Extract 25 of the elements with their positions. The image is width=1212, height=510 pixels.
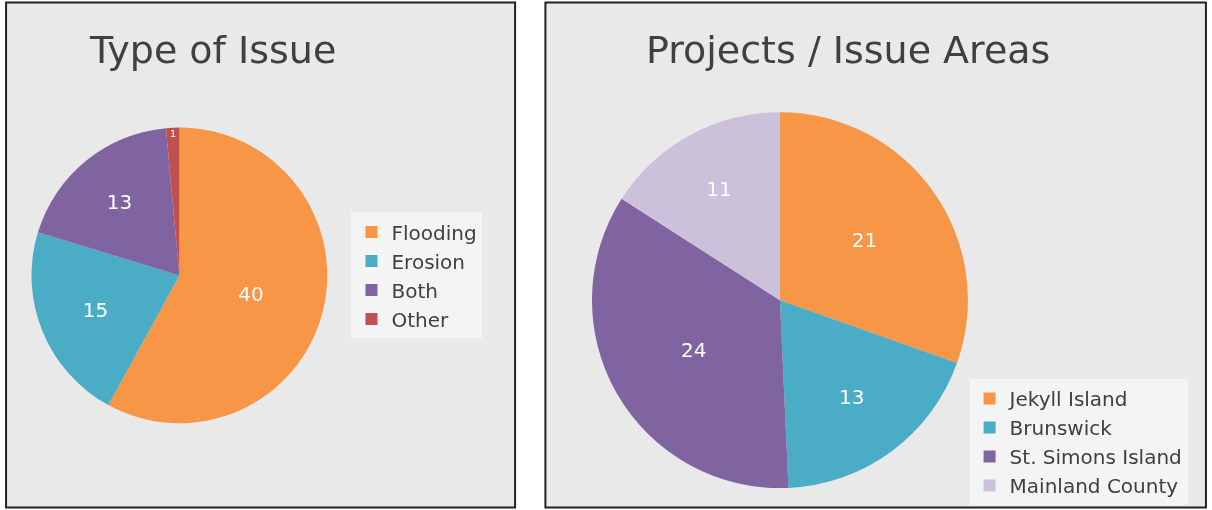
data-label: 15: [82, 297, 109, 322]
chart-title: Projects / Issue Areas: [646, 28, 1051, 72]
data-label: 11: [706, 176, 732, 201]
legend-label: Both: [391, 278, 438, 303]
pie-slice: [108, 127, 327, 424]
pie-slice: [621, 112, 780, 301]
legend-label: Erosion: [391, 249, 466, 274]
pie-slice: [779, 112, 968, 364]
data-label: 13: [106, 189, 133, 214]
data-label: 21: [851, 228, 878, 253]
data-label: 40: [238, 281, 264, 306]
pie-slice: [37, 128, 180, 276]
legend-label: Mainland County: [1009, 474, 1179, 499]
chart-title: Type of Issue: [89, 28, 337, 72]
pie-slice: [31, 232, 180, 406]
legend-label: Jekyll Island: [1007, 387, 1128, 412]
legend-label: Other: [391, 307, 450, 332]
legend-label: Flooding: [391, 220, 477, 245]
legend-label: Brunswick: [1009, 416, 1113, 441]
data-label: 1: [169, 128, 176, 140]
legend-label: St. Simons Island: [1009, 445, 1182, 470]
pie-slice: [779, 300, 958, 488]
data-label: 13: [838, 385, 865, 410]
pie-slice: [592, 198, 789, 488]
data-label: 24: [680, 337, 707, 362]
